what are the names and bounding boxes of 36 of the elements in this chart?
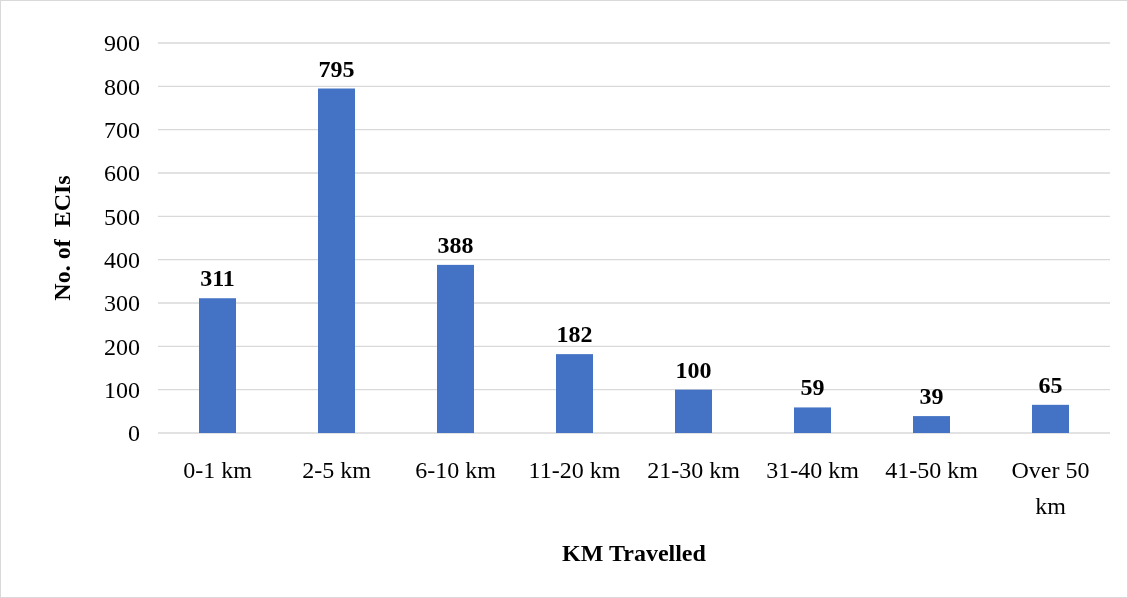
data-label: 65 <box>1038 371 1063 398</box>
y-tick-label: 0 <box>128 420 140 447</box>
x-tick-label: Over 50 km <box>1011 457 1090 519</box>
data-label: 311 <box>200 265 235 292</box>
x-tick-label: 6-10 km <box>415 457 497 483</box>
bar <box>675 389 712 433</box>
y-tick-label: 600 <box>104 160 140 187</box>
data-label: 388 <box>437 231 474 258</box>
data-label: 182 <box>556 321 593 348</box>
bar <box>318 88 355 433</box>
y-axis-title: No. of ECIs <box>49 175 75 301</box>
x-tick-label: 21-30 km <box>647 457 741 483</box>
data-label: 100 <box>675 356 712 383</box>
bar <box>794 407 831 433</box>
y-tick-label: 700 <box>104 117 140 144</box>
data-label: 59 <box>800 374 825 401</box>
bar <box>556 354 593 433</box>
bar <box>913 416 950 433</box>
y-tick-label: 500 <box>104 203 140 230</box>
x-axis-title: KM Travelled <box>562 540 707 566</box>
bar <box>437 264 474 433</box>
x-tick-label: 41-50 km <box>885 457 979 483</box>
data-label: 795 <box>318 55 355 82</box>
x-tick-label: 2-5 km <box>302 457 372 483</box>
y-tick-label: 100 <box>104 377 140 404</box>
y-tick-label: 800 <box>104 73 140 100</box>
bar <box>1032 404 1069 433</box>
x-tick-label: 0-1 km <box>183 457 253 483</box>
data-label: 39 <box>919 383 944 410</box>
y-tick-label: 300 <box>104 290 140 317</box>
bar <box>199 298 236 433</box>
y-tick-label: 200 <box>104 333 140 360</box>
y-tick-label: 400 <box>104 247 140 274</box>
x-tick-label: 11-20 km <box>528 457 621 483</box>
x-tick-label: 31-40 km <box>766 457 860 483</box>
y-tick-label: 900 <box>104 30 140 57</box>
